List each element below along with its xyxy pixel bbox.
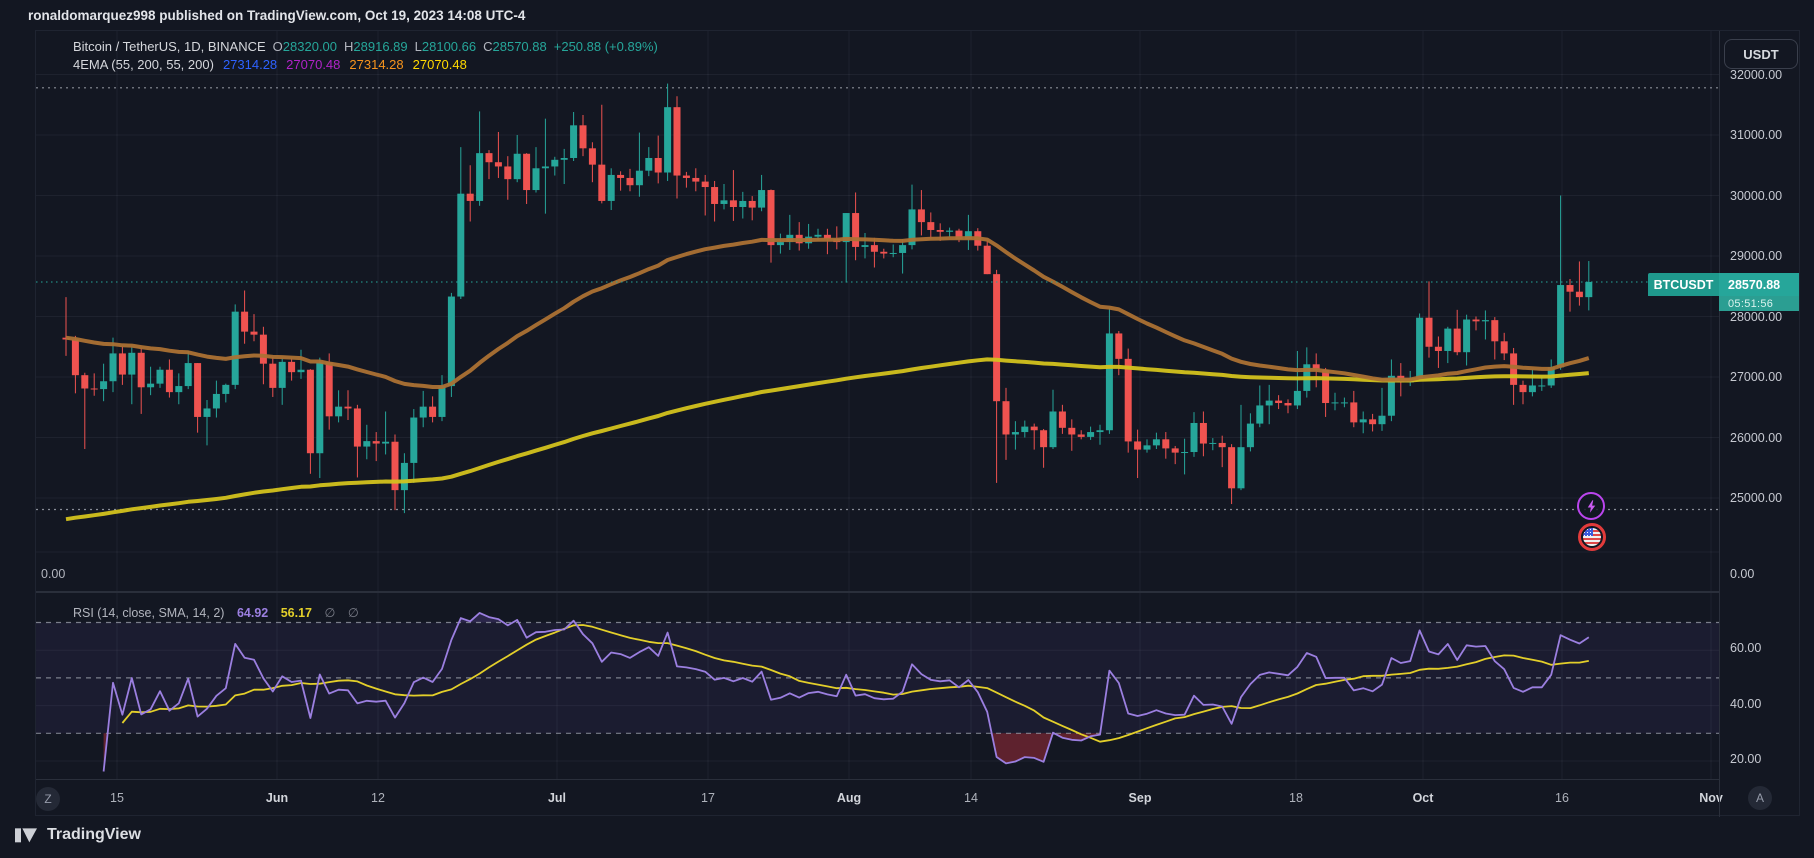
ema-value: 27314.28 (349, 57, 404, 72)
ohlc-key: O (272, 39, 283, 54)
ohlc-value: 28916.89 (353, 39, 408, 54)
time-axis-label: Jul (547, 791, 567, 805)
lightning-marker-icon[interactable] (1577, 492, 1605, 520)
price-axis-zero-label: 0.00 (1730, 567, 1755, 581)
rsi-axis-label: 40.00 (1730, 696, 1762, 711)
rsi-axis-label: 60.00 (1730, 641, 1762, 656)
price-axis[interactable]: USDT 32000.00 31000.00 30000.00 29000.00 280… (1719, 31, 1801, 817)
price-axis-label: 26000.00 (1730, 430, 1783, 445)
bar-countdown: 05:51:56 (1719, 296, 1799, 311)
timezone-button[interactable]: Z (36, 787, 60, 811)
price-axis-label: 29000.00 (1730, 249, 1783, 263)
us-flag-image (1583, 528, 1601, 546)
price-change: +250.88 (+0.89%) (553, 39, 658, 54)
price-axis-label: 27000.00 (1730, 370, 1783, 384)
rsi-label: RSI (14, close, SMA, 14, 2) (73, 606, 225, 620)
time-axis-label: 16 (1555, 791, 1569, 805)
time-axis-label: Nov (1699, 791, 1723, 805)
tradingview-brand[interactable]: TradingView (15, 825, 141, 845)
time-axis-label: Oct (1412, 791, 1434, 805)
badge-price: 28570.88 (1719, 273, 1799, 296)
ema-indicator-label: 4EMA (55, 200, 55, 200) (73, 57, 214, 72)
time-axis-label: Sep (1128, 791, 1152, 805)
price-axis-label: 32000.00 (1730, 67, 1783, 82)
symbol-legend: Bitcoin / TetherUS, 1D, BINANCE O28320.00… (73, 38, 658, 74)
ema-value: 27070.48 (412, 57, 467, 72)
time-axis-label: 17 (701, 791, 715, 805)
time-axis-label: 18 (1289, 791, 1303, 805)
tradingview-logo-icon (15, 828, 37, 843)
ohlc-value: 28320.00 (282, 39, 338, 54)
publish-text: ronaldomarquez998 published on TradingVi… (28, 8, 526, 23)
price-pane[interactable] (36, 31, 1719, 591)
badge-symbol: BTCUSDT (1648, 273, 1719, 296)
price-axis-label: 31000.00 (1730, 128, 1783, 142)
time-axis-label: 14 (964, 791, 978, 805)
ohlc-key: H (344, 39, 354, 54)
price-axis-label: 30000.00 (1730, 188, 1783, 203)
time-axis-label: 15 (110, 791, 124, 805)
rsi-axis-label: 20.00 (1730, 752, 1762, 766)
price-axis-label: 28000.00 (1730, 309, 1783, 324)
rsi-value: 64.92 (236, 606, 269, 620)
currency-toggle-button[interactable]: USDT (1724, 39, 1798, 69)
left-scale-zero-label: 0.00 (41, 567, 66, 581)
rsi-hidden-band-2: ∅ (347, 606, 359, 620)
ema-value: 27070.48 (286, 57, 341, 72)
time-axis[interactable]: Z 15 Jun 12 Jul 17 Aug 14 Sep 18 Oct 16 Nov (36, 779, 1723, 817)
auto-scale-button[interactable]: A (1748, 786, 1772, 810)
page-footer: TradingView (0, 816, 1814, 858)
chart-frame: Bitcoin / TetherUS, 1D, BINANCE O28320.00… (35, 30, 1801, 817)
us-flag-marker-icon[interactable] (1578, 523, 1606, 551)
rsi-legend: RSI (14, close, SMA, 14, 2) 64.92 56.17 … (73, 605, 359, 620)
time-axis-label: 12 (371, 791, 385, 805)
rsi-hidden-band-1: ∅ (324, 606, 336, 620)
rsi-sma-value: 56.17 (280, 606, 312, 620)
ohlc-value: 28100.66 (421, 39, 477, 54)
ema-value: 27314.28 (222, 57, 278, 72)
ohlc-key: L (414, 39, 422, 54)
last-price-badge: BTCUSDT 28570.88 (1648, 273, 1799, 296)
price-axis-label: 25000.00 (1730, 491, 1783, 505)
rsi-pane[interactable] (36, 591, 1719, 779)
publish-header: ronaldomarquez998 published on TradingVi… (0, 0, 1814, 30)
chart-plot[interactable]: Bitcoin / TetherUS, 1D, BINANCE O28320.00… (36, 31, 1723, 817)
time-axis-label: Aug (836, 791, 862, 805)
ohlc-key: C (483, 39, 493, 54)
symbol-title: Bitcoin / TetherUS, 1D, BINANCE (73, 39, 266, 54)
time-axis-label: Jun (265, 791, 289, 805)
brand-name: TradingView (47, 826, 141, 843)
ohlc-value: 28570.88 (492, 39, 547, 54)
